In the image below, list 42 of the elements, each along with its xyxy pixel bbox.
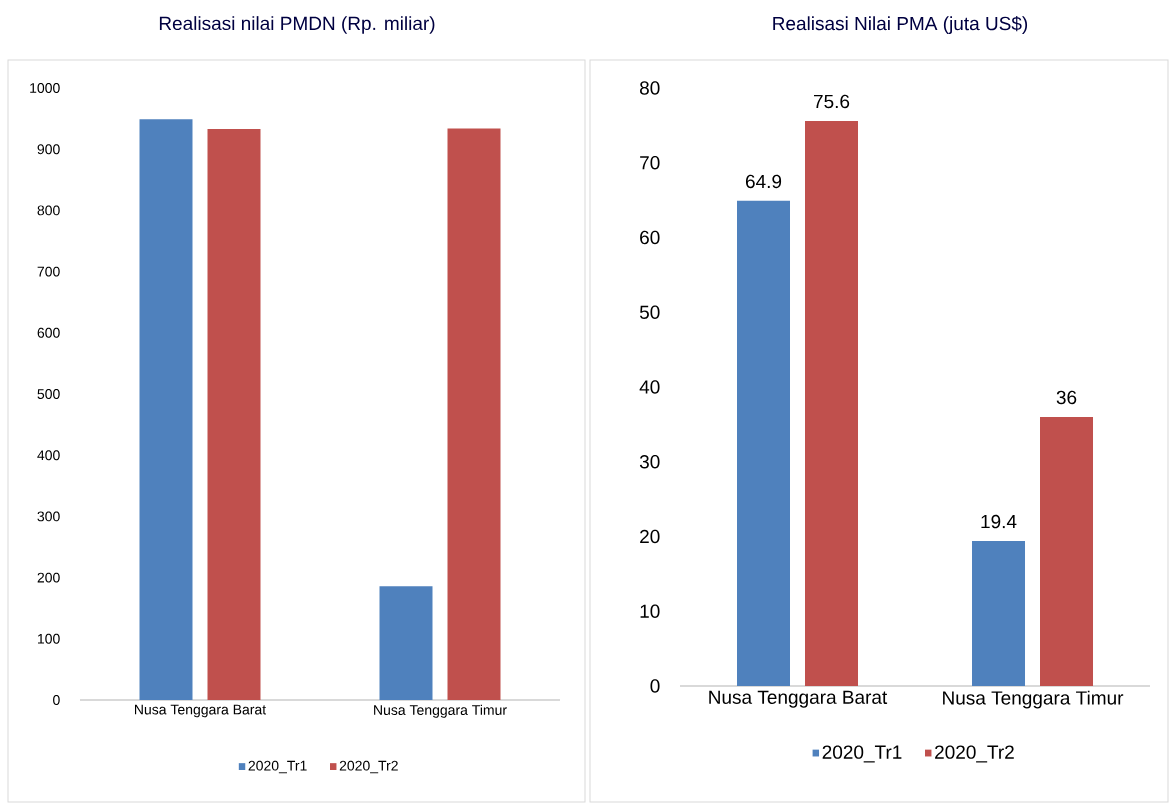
y-tick-label: 40 <box>639 380 660 394</box>
y-tick-label: 80 <box>640 81 660 95</box>
x-tick-label: Nusa Tenggara Barat <box>135 704 267 718</box>
chart-title: Realisasi nilai PMDN (Rp. miliar) <box>159 16 435 34</box>
y-tick-label: 700 <box>37 266 60 277</box>
legend-label: 2020_Tr2 <box>339 760 398 774</box>
y-tick-label: 500 <box>37 389 60 399</box>
y-tick-label: 0 <box>650 679 660 693</box>
y-tick-label: 60 <box>640 230 660 245</box>
y-tick-label: 10 <box>640 604 660 618</box>
y-tick-label: 400 <box>37 450 60 461</box>
y-tick-label: 30 <box>639 455 660 469</box>
y-tick-label: 100 <box>38 633 60 644</box>
y-tick-label: 20 <box>640 529 660 544</box>
chart-title: Realisasi Nilai PMA (juta US$) <box>773 15 1028 35</box>
y-tick-label: 70 <box>640 156 660 170</box>
y-tick-label: 1000 <box>30 83 60 93</box>
y-tick-label: 50 <box>639 305 660 319</box>
y-tick-label: 900 <box>37 144 60 155</box>
bar <box>139 119 193 700</box>
y-tick-label: 600 <box>37 327 60 338</box>
legend-label: 2020_Tr2 <box>935 745 1014 763</box>
bar <box>1040 416 1094 686</box>
y-tick-label: 300 <box>37 511 60 522</box>
data-label: 19.4 <box>981 514 1017 529</box>
legend-label: 2020_Tr1 <box>248 760 307 774</box>
data-label: 36 <box>1056 390 1077 405</box>
bar <box>447 128 501 700</box>
x-tick-label: Nusa Tenggara Barat <box>709 690 888 708</box>
y-tick-label: 0 <box>53 695 60 705</box>
x-tick-label: Nusa Tenggara Timur <box>943 690 1124 709</box>
data-label: 75.6 <box>814 94 850 109</box>
bar <box>379 586 433 700</box>
bar <box>805 120 859 686</box>
y-tick-label: 200 <box>37 572 60 583</box>
bar <box>207 129 261 700</box>
bar <box>972 540 1026 686</box>
y-tick-label: 800 <box>37 205 60 216</box>
legend-label: 2020_Tr1 <box>822 745 902 763</box>
data-label: 64.9 <box>745 174 782 189</box>
bar <box>737 200 791 686</box>
x-tick-label: Nusa Tenggara Timur <box>374 704 507 718</box>
